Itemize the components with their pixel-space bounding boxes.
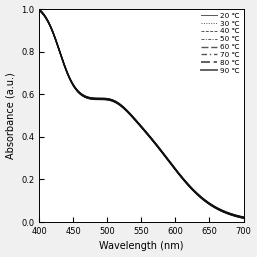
X-axis label: Wavelength (nm): Wavelength (nm) (99, 241, 183, 251)
Y-axis label: Absorbance (a.u.): Absorbance (a.u.) (6, 72, 16, 159)
Legend: 20 ℃, 30 ℃, 40 ℃, 50 ℃, 60 ℃, 70 ℃, 80 ℃, 90 ℃: 20 ℃, 30 ℃, 40 ℃, 50 ℃, 60 ℃, 70 ℃, 80 ℃… (200, 11, 241, 75)
